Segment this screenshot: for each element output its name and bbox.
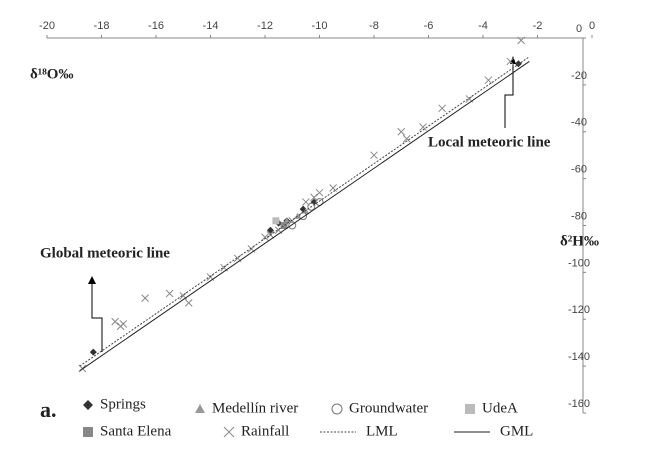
legend-swatch xyxy=(83,400,93,410)
point xyxy=(397,127,406,136)
x-tick-label: -18 xyxy=(94,20,110,32)
y-tick-label: -60 xyxy=(571,164,587,176)
arrow-head xyxy=(88,276,96,284)
legend-label: GML xyxy=(500,423,533,439)
point xyxy=(111,317,119,326)
y-tick-label: -120 xyxy=(568,304,590,316)
y-tick-label: -140 xyxy=(568,351,590,363)
point xyxy=(329,184,337,192)
x-tick-label: -12 xyxy=(257,20,273,32)
legend-label: Springs xyxy=(100,396,146,412)
x-tick-label: -8 xyxy=(369,20,379,32)
legend-swatch xyxy=(195,404,205,413)
legend-label: LML xyxy=(366,423,398,439)
point xyxy=(419,123,427,131)
arrow xyxy=(91,280,103,352)
x-tick-label: -16 xyxy=(148,20,164,32)
legend-swatch xyxy=(223,426,235,438)
y-tick-label: 0 xyxy=(576,23,582,35)
x-tick-label: -6 xyxy=(424,20,434,32)
point xyxy=(402,134,411,143)
legend-label: Rainfall xyxy=(241,423,289,439)
y-tick-label: -160 xyxy=(568,398,590,410)
point xyxy=(261,233,269,242)
point xyxy=(141,294,149,303)
y-axis-label: δ²H‰ xyxy=(560,233,599,249)
point xyxy=(89,348,97,356)
point xyxy=(266,226,274,234)
point xyxy=(315,188,324,197)
y-tick-label: -40 xyxy=(571,117,587,129)
fit-line xyxy=(79,61,530,372)
y-tick-label: -100 xyxy=(568,257,590,269)
legend-label: Medellín river xyxy=(212,400,298,416)
point xyxy=(438,104,446,113)
legend-label: Groundwater xyxy=(349,400,428,416)
point xyxy=(484,76,493,85)
point xyxy=(280,222,288,229)
x-tick-label: -14 xyxy=(203,20,219,32)
arrow xyxy=(504,60,514,128)
x-tick-label: -10 xyxy=(312,20,328,32)
annotation: Global meteoric line xyxy=(40,245,170,261)
annotation: Local meteoric line xyxy=(428,134,551,150)
point xyxy=(506,57,515,66)
x-tick-label: 0 xyxy=(589,20,595,32)
y-tick-label: -20 xyxy=(571,70,587,82)
x-tick-label: -4 xyxy=(478,20,488,32)
point xyxy=(272,217,280,225)
point xyxy=(119,320,128,328)
legend-label: Santa Elena xyxy=(100,423,172,439)
legend-swatch xyxy=(83,427,93,437)
point xyxy=(184,298,193,307)
legend-swatch xyxy=(465,404,475,414)
point xyxy=(517,36,526,45)
point xyxy=(310,193,318,202)
point xyxy=(165,289,174,298)
legend-swatch xyxy=(331,403,343,415)
panel-label: a. xyxy=(40,397,57,422)
arrow-head xyxy=(510,56,516,64)
x-tick-label: -20 xyxy=(39,20,55,32)
x-axis-label: δ¹⁸O‰ xyxy=(30,66,73,82)
point xyxy=(302,198,310,206)
y-tick-label: -80 xyxy=(571,210,587,222)
legend-label: UdeA xyxy=(482,400,518,416)
point xyxy=(370,151,378,160)
x-tick-label: -2 xyxy=(533,20,543,32)
